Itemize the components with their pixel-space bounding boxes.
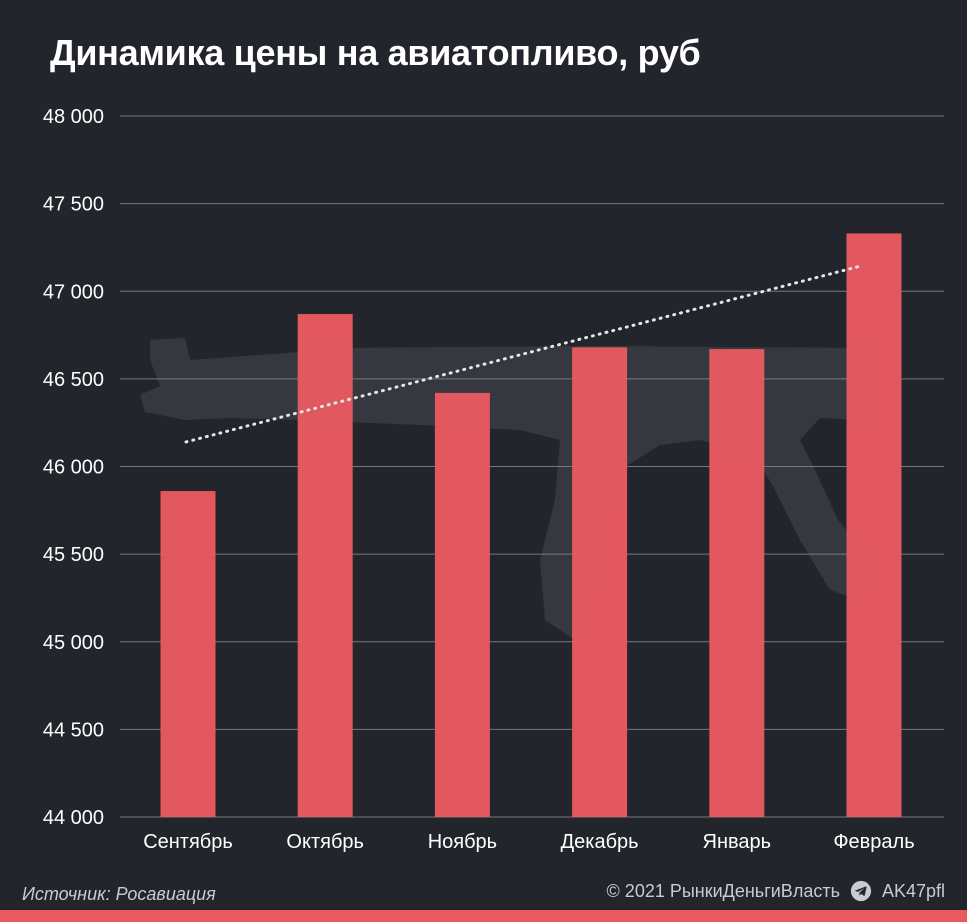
x-axis-tick-labels: Сентябрь Октябрь Ноябрь Декабрь Январь Феврал… <box>143 831 914 853</box>
bar <box>434 392 490 817</box>
y-tick-label: 47 500 <box>43 194 104 216</box>
x-tick-label: Январь <box>703 831 772 853</box>
y-tick-label: 46 500 <box>43 369 104 391</box>
y-axis-tick-labels: 44 000 44 500 45 000 45 500 46 000 46 500 47 0… <box>43 106 104 829</box>
x-tick-label: Октябрь <box>286 831 364 853</box>
y-tick-label: 45 500 <box>43 544 104 566</box>
channel-handle: AK47pfl <box>881 880 945 901</box>
y-tick-label: 46 000 <box>43 457 104 479</box>
bar <box>572 347 628 817</box>
y-tick-label: 48 000 <box>43 106 104 128</box>
copyright-text: © 2021 РынкиДеньгиВласть <box>606 880 840 901</box>
bars <box>160 233 902 818</box>
rifle-silhouette-shape <box>140 338 880 640</box>
telegram-icon <box>850 880 872 902</box>
rifle-watermark-icon <box>140 338 880 640</box>
footer-credits: © 2021 РынкиДеньгиВласть AK47pfl <box>607 880 945 902</box>
y-tick-label: 44 500 <box>43 719 104 741</box>
chart-title: Динамика цены на авиатопливо, руб <box>50 32 701 73</box>
source-note: Источник: Росавиация <box>22 884 216 904</box>
x-tick-label: Сентябрь <box>143 831 233 853</box>
bottom-accent-strip <box>0 910 967 922</box>
y-tick-label: 44 000 <box>43 807 104 829</box>
x-tick-label: Ноябрь <box>428 831 497 853</box>
y-tick-label: 47 000 <box>43 281 104 303</box>
x-tick-label: Февраль <box>833 831 914 853</box>
bar <box>846 233 902 818</box>
y-tick-label: 45 000 <box>43 632 104 654</box>
bar <box>160 491 216 817</box>
gridlines <box>120 115 944 818</box>
bar <box>297 314 353 817</box>
x-tick-label: Декабрь <box>561 831 639 853</box>
bar <box>709 349 765 817</box>
